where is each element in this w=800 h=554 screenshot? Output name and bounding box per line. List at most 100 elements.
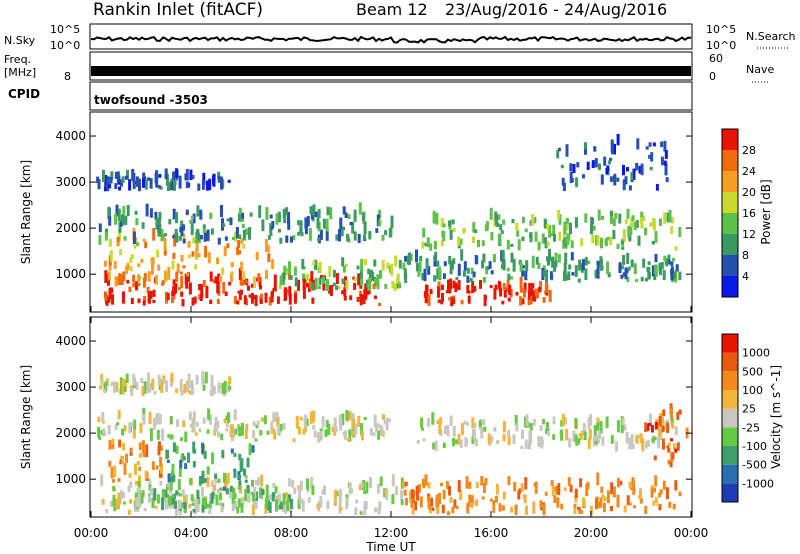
nsky-tick-low: 10^0 [50, 39, 80, 52]
data-cell [455, 276, 459, 280]
data-cell [178, 287, 181, 290]
data-cell [645, 441, 648, 449]
data-cell [96, 176, 100, 184]
data-cell [234, 231, 238, 242]
data-cell [444, 425, 447, 434]
data-cell [449, 496, 453, 503]
data-cell [644, 227, 648, 236]
data-cell [149, 208, 153, 218]
data-cell [379, 270, 382, 279]
data-cell [159, 186, 163, 190]
data-cell [363, 417, 367, 421]
data-cell [157, 185, 161, 189]
data-cell [198, 428, 202, 433]
data-cell [190, 223, 194, 236]
data-cell [518, 488, 522, 494]
data-cell [104, 291, 108, 301]
data-cell [661, 438, 665, 450]
colorbar-tick-label: 1000 [742, 347, 770, 360]
data-cell [210, 228, 214, 235]
data-cell [571, 272, 575, 276]
data-cell [244, 280, 248, 284]
data-cell [573, 504, 577, 508]
data-cell [493, 427, 497, 432]
data-cell [653, 265, 657, 275]
data-cell [507, 436, 511, 446]
data-cell [345, 497, 349, 510]
data-cell [133, 419, 137, 430]
data-cell [101, 419, 105, 424]
data-cell [142, 277, 146, 288]
data-cell [468, 494, 472, 507]
data-cell [130, 387, 134, 396]
data-cell [507, 297, 511, 302]
data-cell [252, 493, 255, 502]
data-cell [483, 482, 486, 493]
data-cell [188, 383, 192, 389]
data-cell [182, 224, 185, 231]
data-cell [113, 381, 116, 393]
data-cell [218, 501, 222, 506]
data-cell [482, 277, 486, 283]
data-cell [568, 264, 572, 270]
data-cell [146, 287, 150, 294]
data-cell [185, 181, 189, 189]
data-cell [618, 213, 622, 224]
data-cell [567, 233, 571, 241]
data-cell [250, 283, 254, 288]
data-cell [299, 221, 303, 233]
data-cell [230, 448, 234, 454]
data-cell [191, 251, 195, 257]
data-cell [497, 214, 501, 221]
data-cell [352, 418, 356, 429]
data-cell [187, 272, 190, 282]
data-cell [233, 492, 237, 499]
data-cell [627, 266, 631, 271]
data-cell [118, 229, 121, 242]
data-cell [291, 480, 295, 488]
data-cell [208, 508, 212, 515]
data-cell [357, 415, 361, 427]
data-cell [521, 236, 525, 242]
data-cell [482, 253, 486, 263]
data-cell [98, 436, 102, 440]
data-cell [275, 495, 279, 501]
data-cell [310, 271, 314, 282]
data-cell [337, 286, 341, 290]
data-cell [213, 429, 217, 436]
colorbar-swatch [722, 334, 738, 353]
data-cell [127, 485, 131, 493]
data-cell [377, 430, 381, 440]
data-cell [202, 172, 206, 185]
data-cell [385, 487, 389, 500]
data-cell [306, 283, 309, 288]
data-cell [197, 497, 201, 505]
data-cell [185, 383, 189, 392]
data-cell [544, 237, 547, 244]
data-cell [221, 450, 225, 459]
data-cell [515, 291, 519, 296]
data-cell [297, 497, 301, 510]
data-cell [210, 375, 214, 387]
data-cell [388, 228, 392, 238]
data-cell [552, 434, 556, 440]
data-cell [585, 483, 589, 496]
data-cell [248, 294, 252, 298]
data-cell [587, 417, 591, 430]
data-cell [102, 169, 105, 182]
data-cell [143, 272, 147, 282]
data-cell [147, 291, 151, 303]
data-cell [542, 419, 546, 425]
data-cell [434, 251, 438, 262]
data-cell [292, 234, 296, 241]
data-cell [185, 278, 189, 289]
data-cell [433, 240, 437, 250]
data-cell [267, 235, 271, 240]
data-cell [532, 419, 536, 426]
data-cell [632, 482, 636, 495]
data-cell [220, 205, 223, 218]
data-cell [487, 433, 491, 444]
data-cell [381, 259, 385, 271]
data-cell [207, 252, 211, 264]
data-cell [567, 477, 571, 487]
